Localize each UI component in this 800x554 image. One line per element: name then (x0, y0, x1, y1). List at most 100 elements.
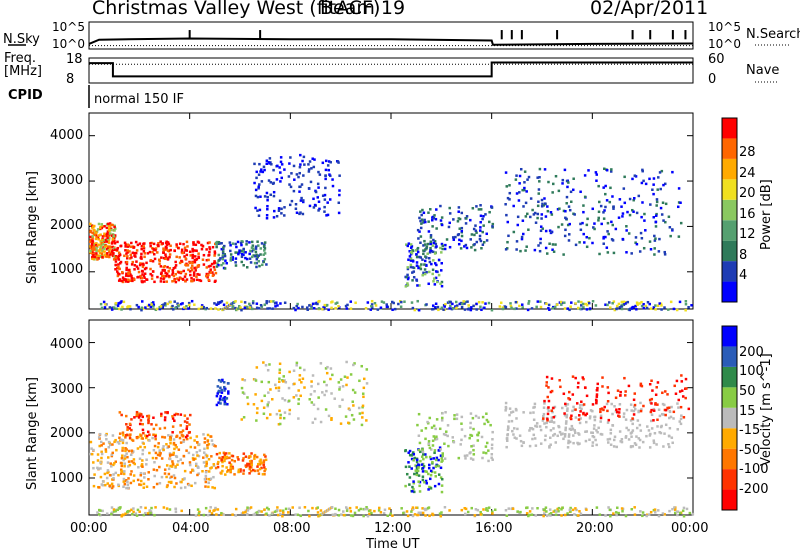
power-cell (427, 220, 430, 223)
power-cell (124, 280, 128, 283)
power-cell (563, 301, 566, 304)
velocity-cell (127, 465, 130, 468)
power-cell (431, 244, 434, 247)
velocity-cell (548, 512, 552, 516)
power-cell (632, 198, 635, 202)
power-cell (431, 218, 434, 222)
velocity-cell (195, 435, 199, 438)
velocity-cell (670, 436, 674, 439)
power-cell (467, 307, 470, 311)
velocity-cell (460, 422, 463, 425)
power-cell (448, 307, 451, 310)
power-cell (456, 233, 460, 237)
power-cell (534, 221, 538, 224)
power-cell (443, 247, 447, 251)
power-cell (416, 250, 420, 254)
power-cell (140, 276, 144, 280)
velocity-cell (97, 436, 101, 439)
power-cell (205, 258, 209, 262)
velocity-cell (560, 508, 563, 511)
power-cell (165, 272, 169, 276)
velocity-cell (244, 509, 248, 513)
power-cell (654, 225, 658, 228)
power-cell (146, 252, 150, 255)
power-cell (536, 204, 540, 208)
velocity-cell (282, 416, 286, 420)
velocity-cell (412, 453, 416, 456)
velocity-cell (229, 463, 233, 466)
power-cell (263, 249, 266, 252)
power-cell (316, 302, 319, 306)
velocity-cell (639, 409, 643, 413)
power-cell (595, 179, 598, 182)
power-cell (671, 228, 674, 231)
power-cell (658, 237, 661, 241)
power-cell (205, 274, 208, 278)
power-cell (174, 264, 178, 267)
velocity-cell (632, 398, 636, 402)
power-cell (152, 242, 156, 246)
power-cell (658, 171, 662, 174)
velocity-cell (622, 415, 626, 419)
power-cell (109, 251, 113, 255)
velocity-cell (610, 402, 613, 406)
power-cell (498, 305, 502, 308)
power-cell (349, 300, 353, 303)
velocity-cell (508, 413, 511, 417)
velocity-cell (275, 412, 279, 416)
velocity-cell (110, 454, 114, 458)
velocity-cell (325, 371, 329, 375)
power-cell (555, 303, 559, 306)
velocity-cell (167, 472, 171, 476)
power-cell (433, 252, 437, 255)
velocity-cell (546, 412, 550, 416)
velocity-cell (617, 411, 621, 414)
velocity-cell (630, 409, 633, 412)
velocity-cell (307, 509, 310, 513)
power-cell (409, 257, 413, 260)
power-cell (653, 253, 656, 256)
power-cell (420, 263, 423, 266)
velocity-cell (605, 402, 609, 406)
power-cell (234, 308, 238, 312)
velocity-cell (606, 421, 610, 424)
velocity-cell (440, 457, 443, 460)
power-cell (337, 211, 341, 215)
power-cell (245, 243, 248, 246)
velocity-cell (250, 461, 253, 464)
power-cell (172, 274, 176, 278)
velocity-cell (338, 404, 341, 408)
velocity-cell (120, 457, 124, 460)
velocity-cell (421, 478, 425, 482)
velocity-cell (214, 444, 217, 448)
power-cell (328, 173, 331, 176)
power-cell (125, 260, 129, 264)
power-cell (621, 212, 625, 215)
power-cell (157, 244, 160, 248)
power-cell (255, 306, 259, 310)
velocity-cell (510, 419, 514, 423)
velocity-cell (156, 453, 160, 457)
power-cell (173, 300, 176, 303)
power-cell (174, 272, 177, 276)
velocity-cell (560, 433, 563, 436)
power-cell (114, 302, 118, 305)
power-cell (148, 303, 151, 307)
velocity-cell (441, 452, 445, 455)
power-cell (95, 242, 98, 245)
power-cell (457, 206, 461, 209)
velocity-cell (437, 482, 441, 486)
velocity-cell (204, 474, 208, 478)
velocity-cell (562, 392, 566, 396)
power-cell (231, 256, 235, 259)
power-cell (169, 244, 172, 248)
power-cell (91, 236, 94, 240)
velocity-cell (671, 507, 674, 511)
power-cell (625, 229, 628, 232)
velocity-cell (410, 457, 414, 461)
power-cell (640, 236, 644, 240)
velocity-cell (205, 454, 209, 458)
velocity-cell (242, 472, 245, 475)
power-cell (221, 255, 225, 258)
power-cell (95, 245, 99, 248)
